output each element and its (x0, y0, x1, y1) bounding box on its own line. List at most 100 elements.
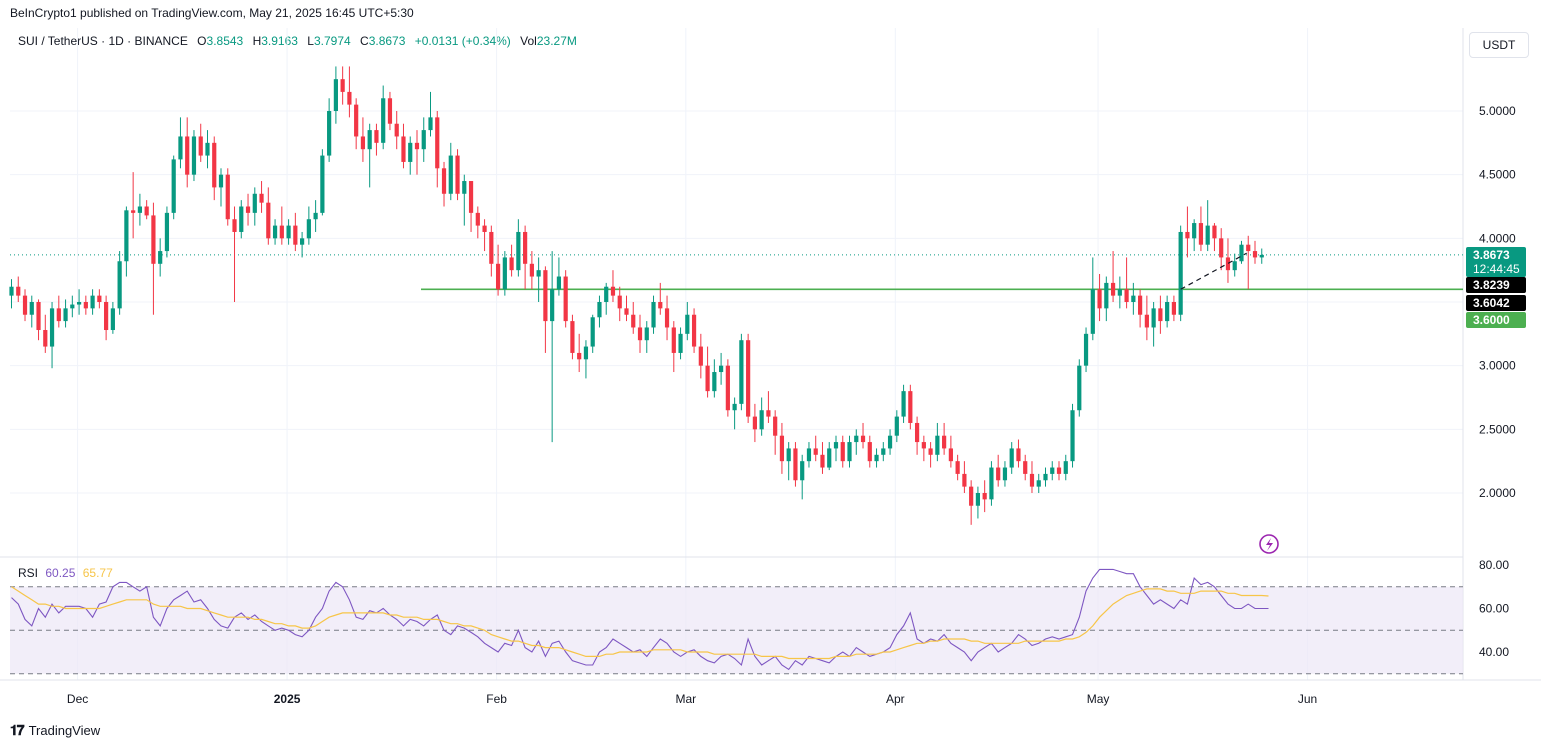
candle-41 (286, 219, 291, 245)
candle-body (131, 210, 136, 213)
candle-113 (773, 410, 778, 455)
candle-body (381, 98, 386, 143)
candle-body (1036, 480, 1041, 487)
candle-body (827, 448, 832, 468)
candle-158 (1077, 359, 1082, 417)
candle-body (252, 193, 257, 213)
price-label-countdown: 12:44:45 (1473, 262, 1520, 276)
candle-body (259, 193, 264, 203)
candle-108 (739, 333, 744, 411)
currency-button[interactable]: USDT (1469, 32, 1529, 58)
candle-173 (1178, 225, 1183, 322)
candle-117 (800, 454, 805, 500)
candle-109 (746, 333, 751, 423)
candle-114 (779, 422, 785, 474)
candle-30 (212, 136, 217, 201)
candle-body (725, 365, 730, 411)
candle-86 (590, 314, 595, 353)
candle-body (509, 257, 514, 271)
candle-12 (90, 289, 95, 315)
candle-body (212, 142, 217, 188)
candle-149 (1016, 439, 1021, 468)
candle-body (590, 317, 595, 347)
candle-146 (996, 454, 1001, 487)
candle-body (1252, 251, 1258, 258)
candle-body (583, 346, 589, 360)
candle-96 (658, 282, 663, 315)
lightning-icon-bolt (1266, 538, 1273, 551)
candle-46 (320, 149, 325, 216)
candle-body (387, 98, 393, 124)
candle-8 (63, 299, 68, 328)
price-label-2: 3.6042 (1466, 295, 1526, 311)
candle-95 (651, 295, 656, 334)
candle-6 (49, 302, 55, 369)
time-tick-label: Mar (675, 692, 696, 706)
candle-154 (1050, 461, 1055, 481)
candle-body (360, 136, 366, 150)
candle-161 (1097, 273, 1102, 322)
candle-50 (347, 66, 352, 118)
tradingview-logo[interactable]: 𝟏𝟕 TradingView (10, 722, 100, 739)
candle-body (698, 346, 703, 366)
candle-100 (685, 302, 690, 341)
candle-body (56, 308, 61, 322)
candle-179 (1219, 228, 1224, 271)
candle-body (894, 416, 899, 436)
candle-125 (854, 429, 859, 455)
lightning-icon (1259, 534, 1279, 554)
candle-147 (1002, 461, 1008, 487)
candle-67 (462, 174, 467, 226)
candle-42 (293, 212, 298, 252)
candle-body (556, 276, 562, 290)
candle-134 (914, 416, 920, 455)
candle-80 (550, 251, 555, 443)
candle-130 (887, 429, 893, 455)
candle-body (104, 302, 109, 331)
candle-body (367, 130, 372, 150)
candle-170 (1158, 295, 1163, 334)
candle-body (1232, 261, 1237, 271)
candle-body (854, 435, 859, 443)
candle-111 (759, 397, 764, 436)
candle-31 (218, 168, 224, 207)
change-value: +0.0131 (+0.34%) (414, 34, 511, 48)
candle-body (1083, 333, 1089, 366)
candle-body (16, 286, 21, 296)
candle-139 (948, 435, 953, 468)
candle-153 (1043, 467, 1048, 487)
candle-body (914, 422, 920, 443)
candle-body (218, 174, 224, 188)
candle-14 (104, 295, 109, 341)
candle-body (191, 136, 197, 175)
candle-body (495, 263, 501, 290)
candle-171 (1165, 295, 1170, 328)
candle-body (793, 448, 798, 481)
candle-68 (468, 181, 474, 232)
candle-13 (97, 289, 102, 309)
candle-91 (624, 295, 629, 322)
lightning-icon-circle (1259, 534, 1279, 554)
candle-178 (1212, 223, 1217, 252)
candle-body (1110, 282, 1116, 296)
candle-body (232, 219, 237, 232)
symbol-name[interactable]: SUI / TetherUS · 1D · BINANCE (18, 34, 188, 48)
rsi-value: 60.25 (45, 566, 76, 580)
time-tick-label: Jun (1298, 692, 1317, 706)
trendline-layer (1180, 252, 1248, 290)
price-tick-label: 4.5000 (1479, 168, 1516, 182)
candle-70 (482, 219, 487, 252)
candle-164 (1117, 276, 1122, 309)
candle-body (1097, 289, 1102, 309)
candle-104 (712, 359, 717, 398)
candle-56 (387, 91, 393, 131)
candle-45 (313, 200, 318, 232)
candle-body (935, 435, 940, 455)
candle-body (110, 308, 115, 331)
price-tick-label: 2.5000 (1479, 422, 1516, 436)
candle-body (543, 270, 548, 322)
candle-body (151, 215, 156, 264)
candle-body (144, 206, 149, 216)
